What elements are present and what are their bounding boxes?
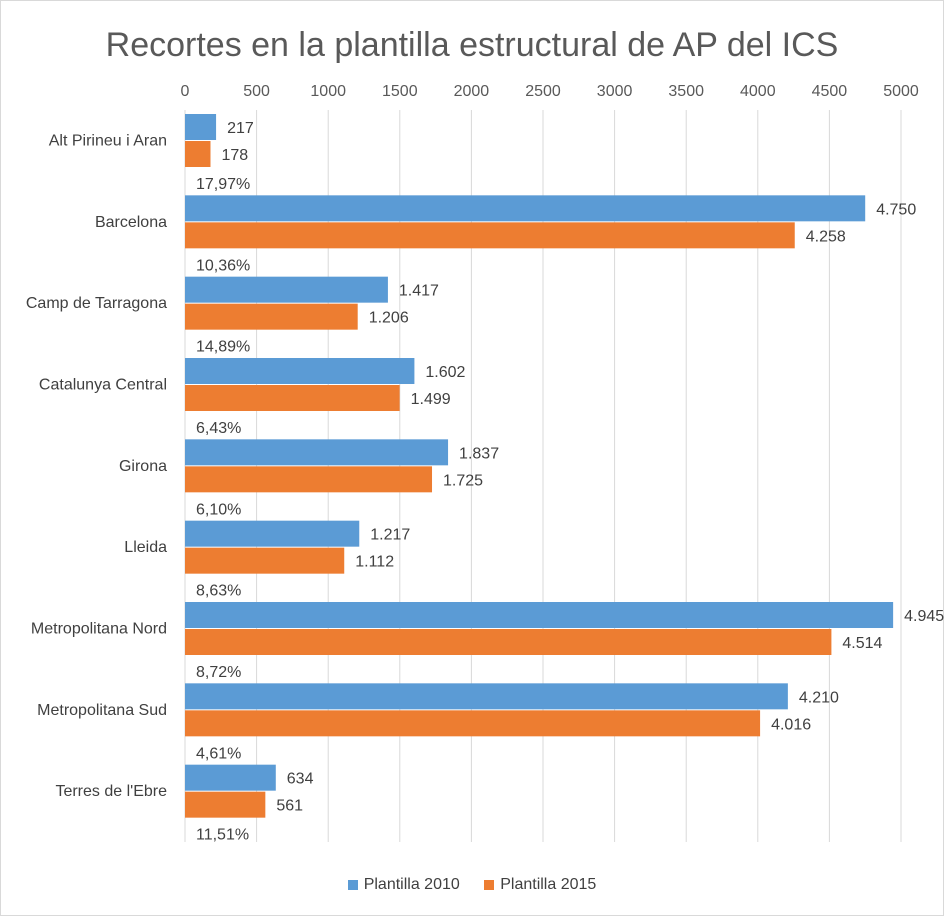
x-tick-label: 0 — [181, 83, 190, 100]
percent-label: 6,10% — [196, 501, 241, 518]
bar — [185, 520, 360, 547]
data-label: 634 — [287, 771, 314, 788]
data-label: 217 — [227, 120, 254, 137]
category-label: Girona — [119, 458, 167, 475]
percent-labels: 17,97% 10,36% 14,89% 6,43% 6,10% 8,63% 8,72% 4,… — [196, 176, 250, 844]
data-label: 178 — [221, 147, 248, 164]
bar — [185, 764, 276, 791]
x-tick-label: 500 — [243, 83, 270, 100]
bar — [185, 358, 415, 384]
category-label: Terres de l'Ebre — [55, 783, 167, 800]
bar — [185, 276, 388, 303]
bar — [185, 466, 433, 493]
data-label: 4.016 — [771, 716, 811, 733]
data-label: 4.514 — [842, 635, 882, 652]
percent-label: 17,97% — [196, 176, 250, 193]
legend-item-2010: Plantilla 2010 — [347, 876, 460, 894]
percent-label: 4,61% — [196, 745, 241, 762]
legend-swatch-2010 — [347, 880, 358, 890]
x-tick-label: 2500 — [525, 83, 561, 100]
category-labels: Alt Pirineu i Aran Barcelona Camp de Tarra… — [26, 133, 167, 801]
x-tick-label: 2000 — [454, 83, 490, 100]
legend-label-2015: Plantilla 2015 — [500, 876, 597, 893]
x-tick-label: 4500 — [812, 83, 848, 100]
data-label: 1.725 — [443, 472, 483, 489]
bar — [185, 439, 449, 466]
legend-item-2015: Plantilla 2015 — [484, 876, 596, 894]
bar — [185, 683, 788, 710]
x-axis-ticks: 0 500 1000 1500 2000 2500 3000 3500 4000 4500 5000 — [181, 83, 919, 100]
data-label: 1.217 — [370, 527, 410, 544]
bar — [185, 303, 358, 330]
x-tick-label: 1000 — [310, 83, 346, 100]
data-label: 1.417 — [399, 283, 439, 300]
data-label: 1.837 — [459, 445, 499, 462]
bar — [185, 629, 832, 655]
category-label: Alt Pirineu i Aran — [49, 133, 167, 150]
data-label: 4.258 — [806, 228, 846, 245]
bar — [185, 791, 266, 818]
bar — [185, 602, 894, 628]
bar — [185, 385, 400, 411]
bar — [185, 114, 217, 140]
bar — [185, 547, 345, 574]
percent-label: 14,89% — [196, 339, 250, 356]
percent-label: 8,63% — [196, 583, 241, 600]
legend: Plantilla 2010 Plantilla 2015 — [0, 876, 944, 895]
category-label: Barcelona — [95, 214, 167, 231]
bars — [185, 114, 894, 818]
legend-label-2010: Plantilla 2010 — [363, 876, 460, 893]
data-labels: 217 178 4.750 4.258 1.417 1.206 1.602 1.499 1.83… — [221, 120, 944, 815]
x-tick-label: 3000 — [597, 83, 633, 100]
percent-label: 10,36% — [196, 257, 250, 274]
category-label: Metropolitana Sud — [37, 702, 167, 719]
legend-swatch-2015 — [484, 880, 495, 890]
x-tick-label: 5000 — [883, 83, 919, 100]
x-tick-label: 4000 — [740, 83, 776, 100]
data-label: 1.499 — [411, 391, 451, 408]
category-label: Catalunya Central — [39, 377, 167, 394]
bar — [185, 710, 761, 737]
bar — [185, 195, 866, 222]
data-label: 1.602 — [425, 364, 465, 381]
x-tick-label: 3500 — [668, 83, 704, 100]
data-label: 1.206 — [369, 310, 409, 327]
bar — [185, 141, 211, 167]
data-label: 4.210 — [799, 689, 839, 706]
percent-label: 11,51% — [196, 827, 249, 844]
bar — [185, 222, 795, 249]
data-label: 561 — [276, 798, 303, 815]
data-label: 4.945 — [904, 608, 944, 625]
category-label: Metropolitana Nord — [31, 621, 167, 638]
category-label: Camp de Tarragona — [26, 295, 167, 312]
category-label: Lleida — [124, 539, 167, 556]
percent-label: 8,72% — [196, 664, 241, 681]
data-label: 4.750 — [876, 201, 916, 218]
percent-label: 6,43% — [196, 420, 241, 437]
data-label: 1.112 — [355, 554, 394, 571]
x-tick-label: 1500 — [382, 83, 418, 100]
chart-title: Recortes en la plantilla estructural de … — [105, 26, 839, 64]
